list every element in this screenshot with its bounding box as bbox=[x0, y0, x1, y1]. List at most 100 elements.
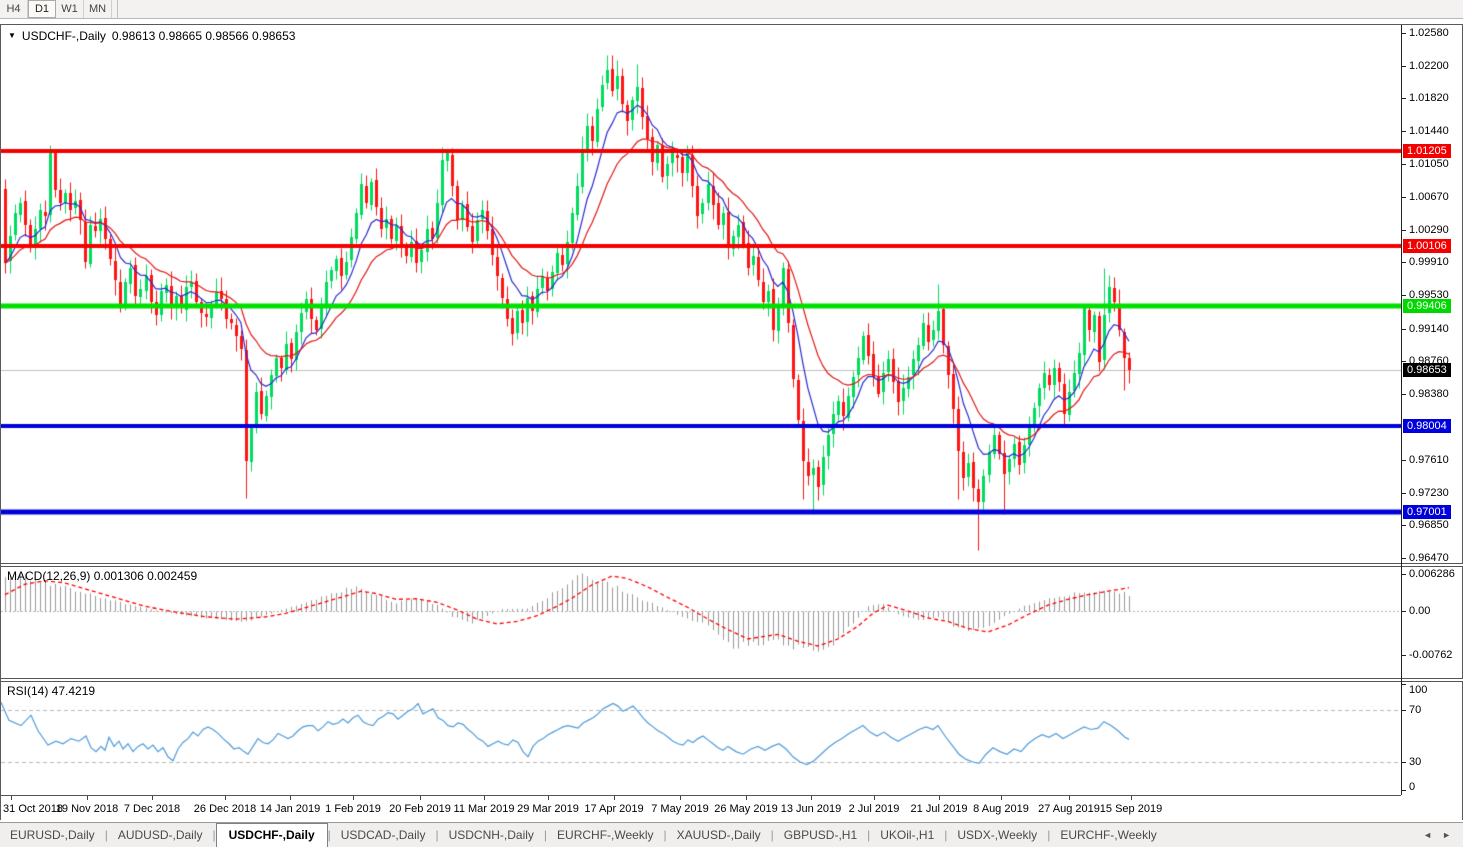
date-axis-label: 1 Feb 2019 bbox=[325, 803, 381, 815]
panel-divider-macd[interactable] bbox=[1, 563, 1463, 567]
date-axis-label: 11 Mar 2019 bbox=[453, 803, 515, 815]
macd-axis-label: -0.00762 bbox=[1409, 649, 1453, 661]
chart-tab-eurchf-weekly[interactable]: EURCHF-,Weekly bbox=[557, 828, 654, 842]
date-axis-tick bbox=[746, 796, 747, 800]
chart-symbol-label: USDCHF-,Daily bbox=[21, 29, 106, 43]
price-axis-tick bbox=[1401, 33, 1406, 34]
price-chart-canvas[interactable] bbox=[1, 25, 1401, 562]
tab-separator: | bbox=[663, 828, 667, 842]
price-axis-tick bbox=[1401, 131, 1406, 132]
date-axis-tick bbox=[874, 796, 875, 800]
macd-canvas[interactable] bbox=[1, 567, 1401, 677]
rsi-axis-label: 70 bbox=[1409, 704, 1422, 716]
rsi-label: RSI(14) 47.4219 bbox=[7, 684, 96, 698]
tab-separator: | bbox=[1047, 828, 1051, 842]
date-axis-tick bbox=[1131, 796, 1132, 800]
tab-separator: | bbox=[327, 828, 331, 842]
date-axis-tick bbox=[548, 796, 549, 800]
chart-tab-eurchf-weekly[interactable]: EURCHF-,Weekly bbox=[1060, 828, 1157, 842]
price-axis-tick bbox=[1401, 295, 1406, 296]
date-axis-label: 7 May 2019 bbox=[651, 803, 709, 815]
panel-divider-rsi[interactable] bbox=[1, 678, 1463, 682]
price-axis-border bbox=[1401, 25, 1402, 795]
price-axis-label: 1.01820 bbox=[1409, 92, 1449, 104]
price-level-badge: 0.99406 bbox=[1403, 299, 1451, 313]
tab-scroll-left-icon[interactable]: ◄ bbox=[1423, 830, 1433, 840]
date-axis-label: 21 Jul 2019 bbox=[910, 803, 968, 815]
date-axis-label: 14 Jan 2019 bbox=[259, 803, 321, 815]
date-axis-tick bbox=[152, 796, 153, 800]
timeframe-toolbar: H4 D1 W1 MN bbox=[0, 0, 1463, 19]
timeframe-button-d1[interactable]: D1 bbox=[28, 0, 56, 18]
chart-tab-usdx-weekly[interactable]: USDX-,Weekly bbox=[957, 828, 1038, 842]
price-axis-label: 0.99140 bbox=[1409, 323, 1449, 335]
price-axis-tick bbox=[1401, 525, 1406, 526]
price-axis-label: 0.96850 bbox=[1409, 519, 1449, 531]
date-axis-label: 31 Oct 2018 bbox=[3, 803, 63, 815]
rsi-axis-tick bbox=[1401, 710, 1406, 711]
date-axis-tick bbox=[11, 796, 12, 800]
date-axis-label: 17 Apr 2019 bbox=[584, 803, 644, 815]
tab-separator: | bbox=[212, 828, 216, 842]
price-axis-label: 0.97610 bbox=[1409, 454, 1449, 466]
price-axis-tick bbox=[1401, 197, 1406, 198]
date-axis-label: 26 Dec 2018 bbox=[193, 803, 257, 815]
price-axis-tick bbox=[1401, 66, 1406, 67]
rsi-axis-tick bbox=[1401, 684, 1406, 685]
tab-separator: | bbox=[435, 828, 439, 842]
tab-scroll-right-icon[interactable]: ► bbox=[1442, 830, 1451, 840]
price-level-badge: 1.00106 bbox=[1403, 239, 1451, 253]
date-axis-label: 29 Mar 2019 bbox=[517, 803, 579, 815]
price-axis-label: 1.01050 bbox=[1409, 158, 1449, 170]
date-axis-label: 20 Feb 2019 bbox=[389, 803, 451, 815]
timeframe-button-w1[interactable]: W1 bbox=[56, 0, 84, 18]
macd-label: MACD(12,26,9) 0.001306 0.002459 bbox=[7, 569, 198, 583]
chart-tab-usdcnh-daily[interactable]: USDCNH-,Daily bbox=[448, 828, 534, 842]
chart-dropdown-icon[interactable]: ▼ bbox=[8, 30, 16, 40]
price-axis-tick bbox=[1401, 329, 1406, 330]
chart-tab-xauusd-daily[interactable]: XAUUSD-,Daily bbox=[676, 828, 761, 842]
price-axis-tick bbox=[1401, 361, 1406, 362]
price-axis-label: 0.96470 bbox=[1409, 552, 1449, 564]
price-chart-panel: ▼ USDCHF-,Daily 0.98613 0.98665 0.98566 … bbox=[1, 25, 1401, 562]
timeframe-button-h4[interactable]: H4 bbox=[0, 0, 28, 18]
tab-separator: | bbox=[770, 828, 774, 842]
price-axis-tick bbox=[1401, 262, 1406, 263]
date-axis-tick bbox=[225, 796, 226, 800]
price-axis-tick bbox=[1401, 493, 1406, 494]
tab-separator: | bbox=[867, 828, 871, 842]
chart-tab-eurusd-daily[interactable]: EURUSD-,Daily bbox=[10, 828, 95, 842]
price-level-badge: 0.98653 bbox=[1403, 363, 1451, 377]
date-axis[interactable]: 31 Oct 2018 19 Nov 2018 7 Dec 2018 26 Dec 2… bbox=[1, 795, 1401, 821]
chart-tab-audusd-daily[interactable]: AUDUSD-,Daily bbox=[117, 828, 203, 842]
rsi-axis-tick bbox=[1401, 790, 1406, 791]
macd-axis-label: 0.006286 bbox=[1409, 568, 1455, 580]
date-axis-label: 27 Aug 2019 bbox=[1038, 803, 1100, 815]
price-axis-tick bbox=[1401, 230, 1406, 231]
chart-tab-gbpusd-h1[interactable]: GBPUSD-,H1 bbox=[783, 828, 858, 842]
price-axis-label: 0.99530 bbox=[1409, 289, 1449, 301]
price-level-badge: 1.01205 bbox=[1403, 144, 1451, 158]
chart-tab-usdcad-daily[interactable]: USDCAD-,Daily bbox=[340, 828, 426, 842]
price-axis-label: 0.97230 bbox=[1409, 487, 1449, 499]
chart-tab-usdchf-daily[interactable]: USDCHF-,Daily bbox=[215, 823, 328, 847]
date-axis-tick bbox=[290, 796, 291, 800]
chart-tab-ukoil-h1[interactable]: UKOil-,H1 bbox=[880, 828, 935, 842]
timeframe-button-mn[interactable]: MN bbox=[84, 0, 112, 18]
tab-separator: | bbox=[104, 828, 108, 842]
price-axis-tick bbox=[1401, 394, 1406, 395]
price-axis-label: 1.00670 bbox=[1409, 191, 1449, 203]
date-axis-label: 7 Dec 2018 bbox=[123, 803, 181, 815]
date-axis-tick bbox=[939, 796, 940, 800]
price-axis-label: 1.01440 bbox=[1409, 125, 1449, 137]
rsi-canvas[interactable] bbox=[1, 682, 1401, 794]
date-axis-tick bbox=[87, 796, 88, 800]
price-level-badge: 0.98004 bbox=[1403, 419, 1451, 433]
date-axis-tick bbox=[1069, 796, 1070, 800]
price-axis-label: 0.98380 bbox=[1409, 388, 1449, 400]
price-axis-label: 1.02580 bbox=[1409, 27, 1449, 39]
chart-window: ▼ USDCHF-,Daily 0.98613 0.98665 0.98566 … bbox=[0, 24, 1463, 821]
date-axis-label: 13 Jun 2019 bbox=[780, 803, 842, 815]
macd-axis-tick bbox=[1401, 574, 1406, 575]
